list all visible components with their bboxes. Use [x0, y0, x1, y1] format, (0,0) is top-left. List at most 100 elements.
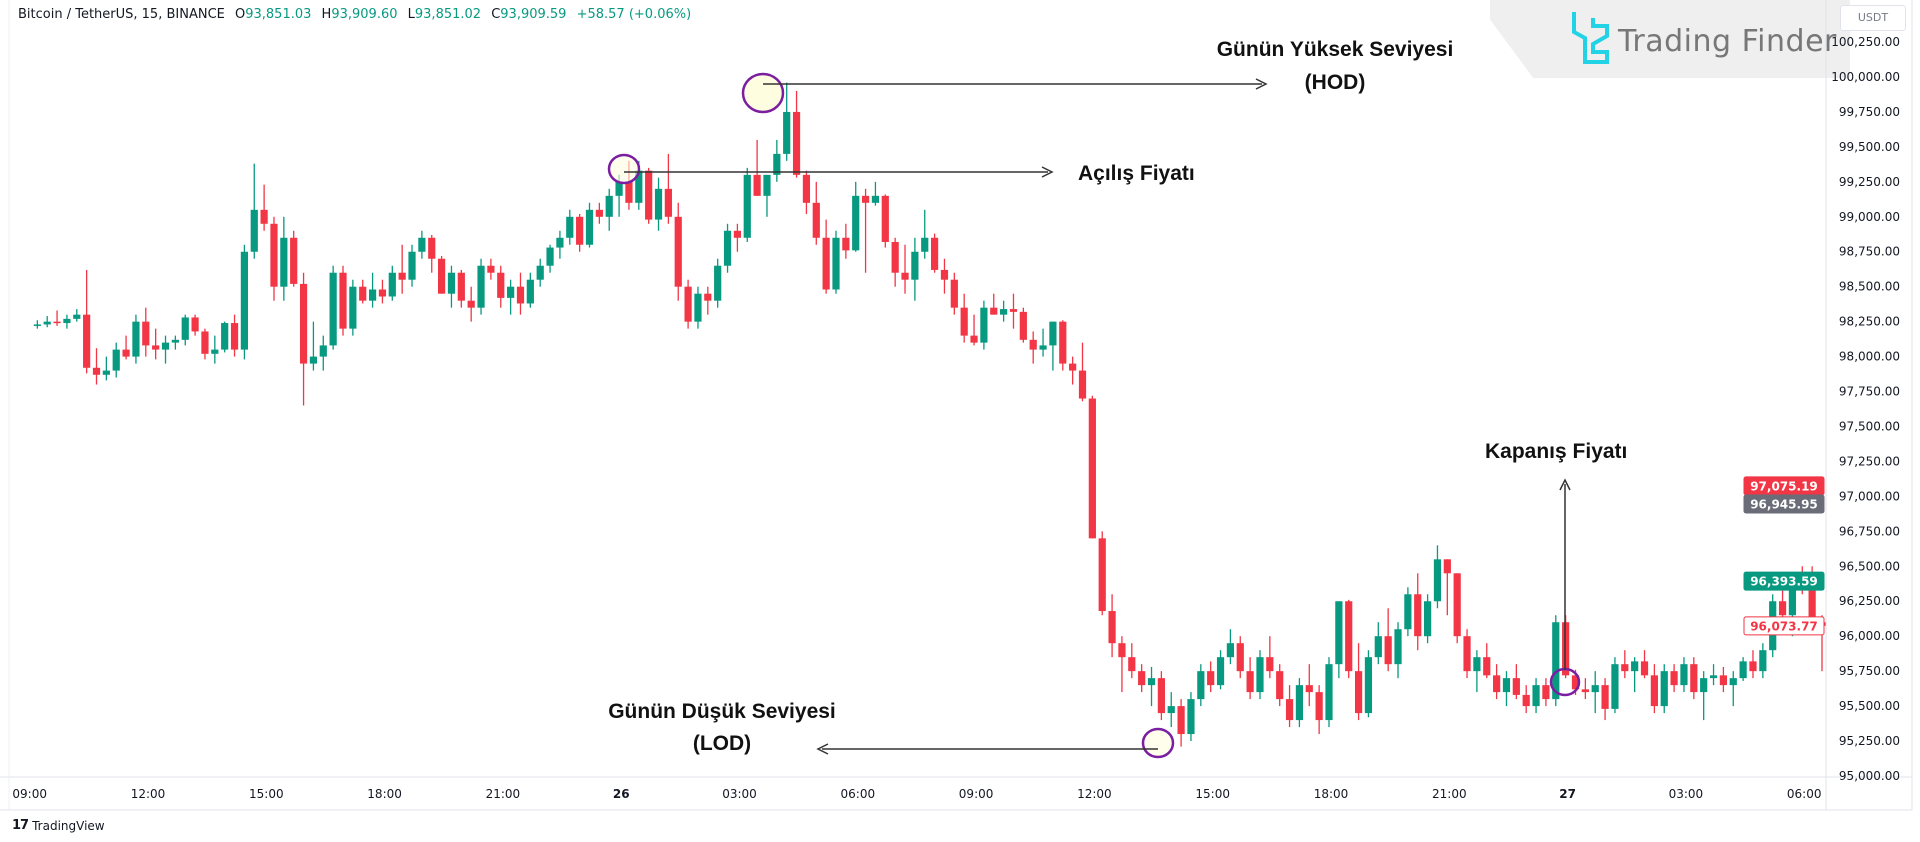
candle-body	[1364, 657, 1373, 714]
candle	[595, 202, 603, 224]
candle	[921, 209, 929, 259]
candle-body	[1345, 601, 1353, 672]
candle	[1285, 685, 1294, 728]
candle	[1542, 678, 1550, 707]
candle-body	[556, 237, 564, 248]
candle	[161, 335, 170, 364]
price-tick-label: 96,750.00	[1839, 524, 1900, 538]
candle-body	[1295, 685, 1304, 721]
candle	[792, 90, 801, 178]
candle	[901, 244, 909, 294]
candle	[181, 314, 189, 346]
candle-body	[359, 286, 367, 301]
candle-body	[1078, 370, 1087, 399]
price-tag-bg	[1743, 616, 1825, 636]
candle	[852, 181, 860, 252]
open-key: O	[235, 7, 246, 22]
candle-body	[152, 345, 160, 350]
candle	[1532, 678, 1540, 714]
candle-body	[802, 174, 811, 203]
candle-body	[625, 181, 633, 203]
lod-marker-circle	[1141, 727, 1175, 759]
close-annotation: Kapanış Fiyatı	[1485, 440, 1627, 697]
candle	[1167, 692, 1175, 728]
candle-body	[674, 216, 682, 287]
open-price-label: Açılış Fiyatı	[1078, 162, 1195, 185]
candle-body	[822, 237, 830, 290]
candle-body	[1660, 671, 1668, 707]
candle	[339, 265, 347, 336]
price-tick-label: 98,250.00	[1839, 315, 1900, 329]
candle-body	[43, 321, 51, 325]
candle	[102, 356, 110, 381]
arrow-right-icon	[1255, 78, 1268, 90]
candle-body	[1522, 694, 1530, 707]
candle	[280, 216, 288, 301]
candle	[319, 335, 327, 371]
candle-body	[1216, 657, 1225, 686]
currency-button[interactable]: USDT	[1840, 5, 1906, 31]
candle-body	[763, 174, 771, 196]
candle-body	[1315, 692, 1323, 721]
candle	[516, 272, 525, 315]
price-tick-label: 100,000.00	[1831, 70, 1900, 84]
candle-body	[901, 272, 909, 280]
candle	[1719, 666, 1727, 693]
candle	[1621, 650, 1629, 679]
candle-body	[270, 223, 278, 287]
candle	[349, 279, 357, 336]
candle	[63, 314, 71, 329]
candle	[497, 265, 505, 308]
candle-body	[122, 349, 130, 357]
candle	[1424, 594, 1432, 644]
candle	[1483, 643, 1491, 679]
candle-body	[595, 209, 603, 217]
candle	[418, 230, 426, 259]
price-tag: 96,073.77	[1743, 616, 1825, 636]
price-tag: 96,393.59	[1743, 571, 1825, 591]
candle	[477, 258, 485, 315]
candle	[556, 230, 564, 259]
candle-body	[694, 293, 702, 322]
candle-body	[1305, 685, 1313, 693]
candle	[605, 188, 613, 231]
arrow-right-icon	[1041, 166, 1054, 178]
candle	[1502, 671, 1511, 707]
arrow-left-icon	[816, 743, 829, 755]
candle	[457, 269, 465, 308]
price-tick-label: 97,000.00	[1839, 489, 1900, 503]
candle	[487, 258, 495, 280]
candle-body	[299, 283, 308, 364]
candle	[1522, 685, 1530, 714]
candle	[1601, 678, 1609, 721]
candle-body	[1739, 661, 1747, 679]
candle-body	[546, 247, 554, 266]
candle	[1088, 395, 1096, 539]
candle-body	[723, 230, 732, 266]
candle-body	[408, 251, 416, 280]
candle	[1147, 666, 1156, 707]
close-value: 93,909.59	[500, 7, 567, 22]
candle	[1729, 671, 1737, 707]
low-value: 93,851.02	[414, 7, 482, 22]
low-key: L	[407, 7, 415, 22]
symbol-title[interactable]: Bitcoin / TetherUS, 15, BINANCE	[18, 7, 225, 22]
price-axis[interactable]: 100,250.00 100,000.00 99,750.00 99,500.00 99…	[1831, 35, 1900, 783]
candle-body	[83, 314, 91, 368]
candle	[1177, 699, 1185, 747]
price-tick-label: 98,000.00	[1839, 350, 1900, 364]
candle	[526, 272, 534, 308]
time-axis[interactable]: 09:00 12:00 15:00 18:00 21:00 26 03:00 06:00 09:…	[12, 787, 1821, 801]
candle	[812, 181, 820, 245]
time-tick-label: 26	[613, 787, 630, 801]
candle	[1493, 664, 1501, 700]
tradingview-logo[interactable]: 17 TradingView	[12, 818, 105, 833]
candle	[773, 139, 781, 182]
candle	[822, 219, 830, 294]
candle-body	[1256, 657, 1264, 693]
candle-body	[1808, 581, 1816, 623]
candle-body	[1493, 675, 1501, 693]
candle	[447, 265, 456, 308]
candle	[83, 269, 91, 374]
